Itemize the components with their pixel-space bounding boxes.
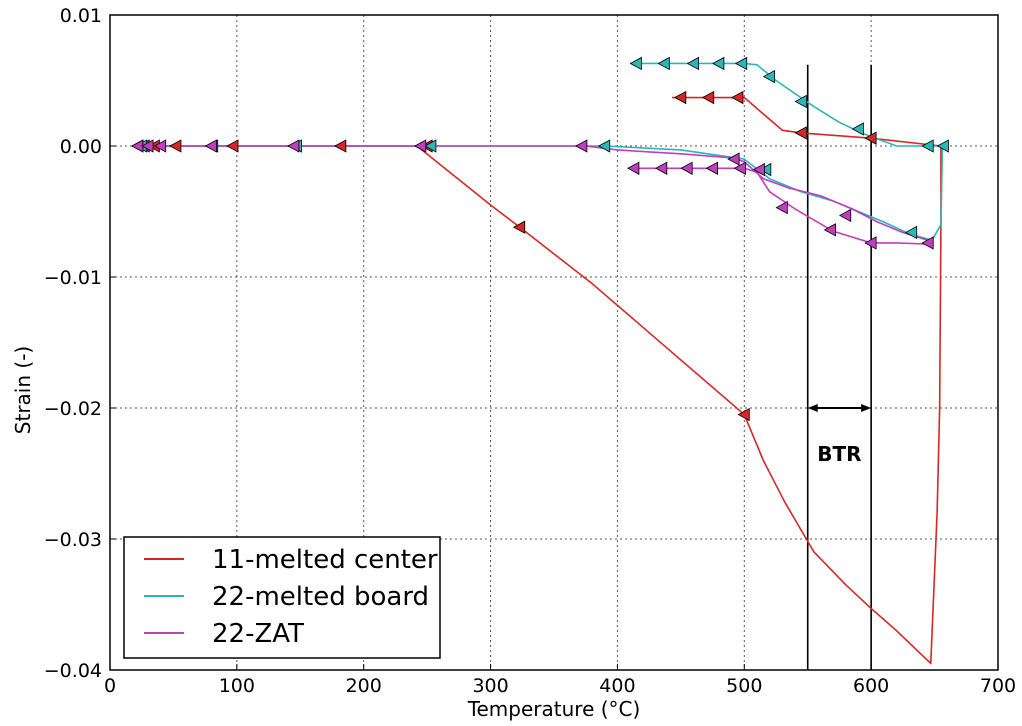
x-tick-label: 0 bbox=[104, 675, 116, 697]
y-tick-label: −0.03 bbox=[44, 529, 102, 551]
series-line-1 bbox=[135, 62, 943, 242]
btr-arrowhead-left bbox=[807, 404, 818, 412]
series-marker-1 bbox=[759, 162, 772, 177]
series-marker-1 bbox=[712, 56, 725, 71]
series-marker-2 bbox=[838, 208, 852, 223]
series-marker-2 bbox=[575, 139, 588, 153]
series-marker-0 bbox=[226, 139, 239, 153]
series-marker-2 bbox=[654, 161, 668, 175]
series-marker-0 bbox=[794, 126, 807, 140]
legend-label-0: 11-melted center bbox=[212, 545, 438, 575]
y-ticks: 0.01 0.00 −0.01 −0.02 −0.03 −0.04 bbox=[44, 5, 116, 682]
series-marker-2 bbox=[705, 161, 718, 175]
y-tick-label: −0.04 bbox=[44, 660, 102, 682]
series-marker-2 bbox=[153, 139, 167, 153]
legend-frame bbox=[123, 536, 441, 659]
x-axis-label: Temperature (°C) bbox=[467, 697, 641, 721]
series-marker-2 bbox=[921, 236, 934, 250]
legend: 11-melted center 22-melted board 22-ZAT bbox=[123, 536, 441, 659]
series-marker-2 bbox=[141, 139, 154, 153]
series-marker-1 bbox=[686, 56, 699, 71]
x-tick-label: 400 bbox=[599, 675, 635, 697]
y-axis-label: Strain (-) bbox=[11, 346, 35, 434]
series-marker-2 bbox=[627, 161, 640, 175]
series-marker-2 bbox=[727, 152, 740, 166]
btr-annotation: BTR bbox=[807, 404, 872, 466]
series-marker-2 bbox=[864, 236, 877, 250]
y-tick-label: 0.00 bbox=[60, 136, 102, 158]
series-marker-1 bbox=[936, 139, 949, 153]
x-ticks: 0 100 200 300 400 500 600 700 bbox=[104, 664, 1016, 697]
series-marker-2 bbox=[680, 161, 693, 175]
series-marker-0 bbox=[512, 220, 526, 234]
series-marker-2 bbox=[287, 139, 300, 153]
series-marker-1 bbox=[762, 69, 776, 84]
series-marker-2 bbox=[775, 200, 788, 215]
series-marker-0 bbox=[169, 139, 182, 153]
series-marker-1 bbox=[734, 56, 748, 71]
series-marker-1 bbox=[794, 94, 807, 109]
series-marker-0 bbox=[674, 90, 687, 105]
series-marker-2 bbox=[823, 223, 836, 237]
series-marker-1 bbox=[597, 139, 611, 153]
series-marker-0 bbox=[737, 407, 750, 422]
series-marker-1 bbox=[657, 56, 670, 71]
x-tick-label: 200 bbox=[346, 675, 382, 697]
series-marker-2 bbox=[733, 161, 746, 175]
legend-label-2: 22-ZAT bbox=[212, 619, 304, 649]
series-marker-1 bbox=[629, 56, 642, 71]
legend-label-1: 22-melted board bbox=[212, 582, 429, 612]
x-tick-label: 600 bbox=[853, 675, 889, 697]
btr-arrowhead-right bbox=[861, 404, 872, 412]
x-tick-label: 500 bbox=[726, 675, 762, 697]
series-marker-2 bbox=[204, 139, 217, 153]
series-marker-0 bbox=[701, 90, 715, 105]
y-tick-label: −0.01 bbox=[44, 267, 102, 289]
series-marker-1 bbox=[424, 139, 437, 153]
x-tick-label: 300 bbox=[472, 675, 508, 697]
series-marker-1 bbox=[921, 139, 934, 153]
btr-reference-lines bbox=[806, 64, 872, 670]
series-marker-1 bbox=[904, 225, 918, 240]
x-tick-label: 700 bbox=[980, 675, 1016, 697]
plot-frame bbox=[109, 14, 999, 671]
series-markers bbox=[131, 56, 949, 422]
y-tick-label: 0.01 bbox=[60, 5, 102, 27]
series-marker-2 bbox=[413, 139, 427, 153]
series-marker-1 bbox=[851, 122, 864, 136]
series-marker-0 bbox=[731, 90, 744, 105]
y-tick-label: −0.02 bbox=[44, 398, 102, 420]
series-marker-0 bbox=[334, 139, 347, 153]
series-marker-2 bbox=[752, 162, 765, 177]
series-marker-0 bbox=[864, 131, 877, 145]
btr-label: BTR bbox=[817, 442, 861, 466]
x-tick-label: 100 bbox=[219, 675, 255, 697]
